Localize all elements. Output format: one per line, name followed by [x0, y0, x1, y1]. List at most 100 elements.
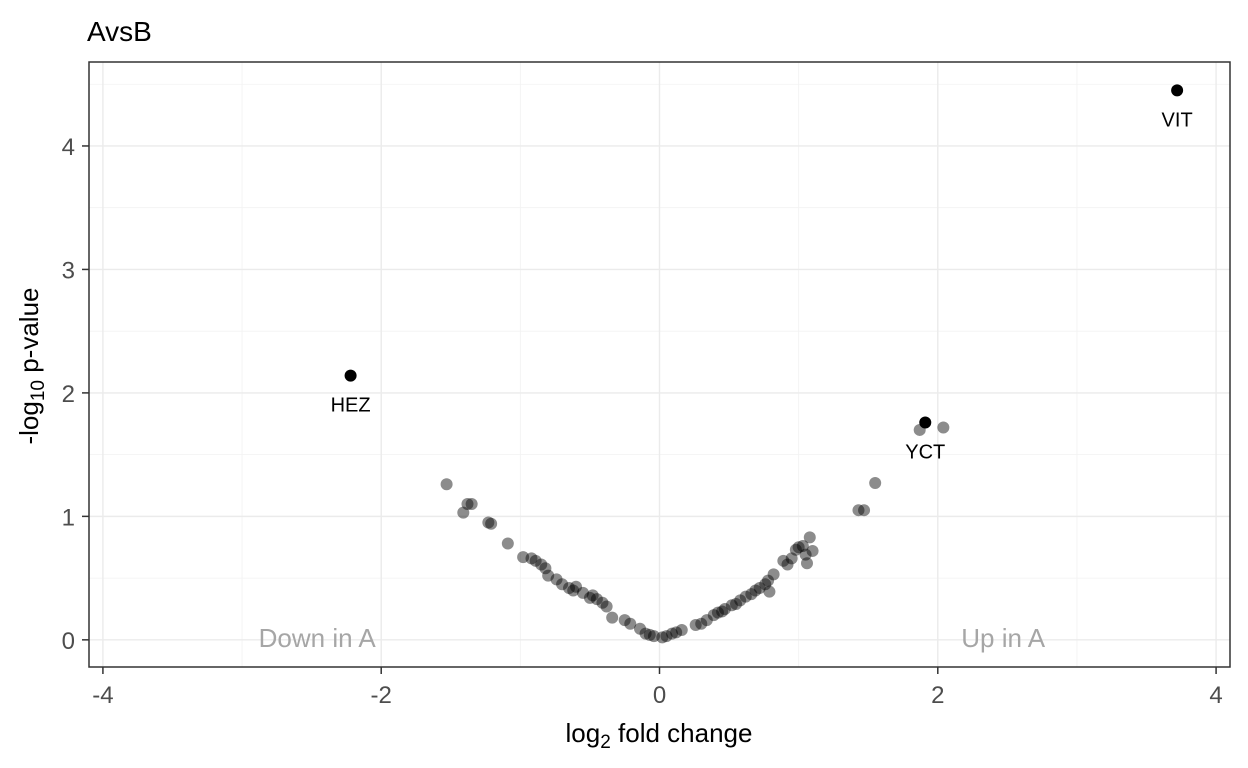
- data-point: [535, 558, 548, 571]
- data-point: [517, 551, 530, 564]
- major-grid: [89, 62, 1230, 667]
- annotation-label: Up in A: [961, 623, 1045, 653]
- data-point: [700, 614, 713, 627]
- data-point: [792, 541, 805, 554]
- highlighted-point: [919, 416, 932, 429]
- data-point: [639, 627, 652, 640]
- data-point: [576, 586, 589, 599]
- data-point: [739, 590, 752, 603]
- data-point: [539, 562, 552, 575]
- x-axis-title-subscript: 2: [600, 732, 611, 753]
- data-point: [799, 548, 812, 561]
- data-point: [725, 599, 738, 612]
- data-point: [734, 594, 747, 607]
- data-point: [529, 554, 542, 567]
- data-point: [730, 598, 743, 611]
- data-point: [556, 578, 569, 591]
- y-tick-label: 4: [62, 134, 75, 161]
- data-point: [767, 568, 780, 581]
- data-point: [852, 504, 865, 517]
- highlighted-point: [1171, 84, 1184, 97]
- data-point: [586, 589, 599, 602]
- data-point: [670, 626, 683, 639]
- data-point: [656, 631, 669, 644]
- data-point: [570, 580, 583, 593]
- y-axis-title-suffix: p-value: [14, 288, 44, 381]
- data-point: [718, 602, 731, 615]
- chart-title: AvsB: [87, 16, 152, 47]
- data-point: [745, 588, 758, 601]
- data-point: [461, 498, 474, 511]
- data-point: [763, 585, 776, 598]
- y-tick-label: 0: [62, 628, 75, 655]
- data-point: [716, 605, 729, 618]
- y-tick-label: 3: [62, 257, 75, 284]
- x-tick-label: 0: [653, 682, 666, 709]
- data-point: [485, 517, 498, 530]
- data-point: [749, 584, 762, 597]
- data-point: [465, 498, 478, 511]
- data-point: [624, 617, 637, 630]
- data-point: [689, 619, 702, 632]
- data-point: [606, 611, 619, 624]
- data-point: [583, 591, 596, 604]
- data-point: [762, 574, 775, 587]
- x-tick-label: 2: [931, 682, 944, 709]
- data-point: [525, 552, 538, 565]
- data-point: [666, 627, 679, 640]
- data-point: [600, 600, 613, 613]
- data-point: [781, 558, 794, 571]
- data-point: [482, 516, 495, 529]
- data-point: [440, 478, 453, 491]
- data-point: [590, 593, 603, 606]
- point-label: HEZ: [331, 395, 371, 417]
- data-point: [550, 573, 563, 586]
- point-label: YCT: [905, 442, 945, 464]
- annotation-label: Down in A: [259, 623, 377, 653]
- y-tick-label: 1: [62, 504, 75, 531]
- y-axis-title-prefix: -log: [14, 401, 44, 444]
- data-point: [796, 540, 809, 552]
- data-point: [707, 609, 720, 622]
- data-point: [695, 617, 708, 630]
- data-point: [858, 504, 871, 517]
- data-point: [634, 622, 647, 635]
- data-point: [789, 543, 802, 556]
- data-point: [618, 614, 631, 627]
- data-point: [753, 581, 766, 594]
- data-point: [785, 552, 798, 565]
- data-point: [937, 421, 950, 434]
- data-point: [869, 477, 882, 490]
- y-axis-title-subscript: 10: [28, 380, 49, 401]
- data-point: [660, 630, 673, 643]
- data-point: [806, 544, 819, 557]
- y-axis-title: -log10 p-value: [14, 288, 49, 445]
- data-point: [596, 596, 609, 609]
- data-point: [759, 578, 772, 591]
- x-axis-title: log2 fold change: [566, 718, 753, 753]
- x-tick-label: -4: [92, 682, 113, 709]
- x-axis: -4 -2 0 2 4: [92, 667, 1223, 709]
- highlighted-point: [344, 369, 357, 382]
- y-tick-label: 2: [62, 381, 75, 408]
- x-axis-title-suffix: fold change: [611, 718, 753, 748]
- x-tick-label: -2: [371, 682, 392, 709]
- data-point: [563, 581, 576, 594]
- y-axis: 0 1 2 3 4: [62, 134, 89, 655]
- data-point: [643, 628, 656, 641]
- x-axis-title-prefix: log: [566, 718, 601, 748]
- data-point: [675, 623, 688, 636]
- x-tick-label: 4: [1209, 682, 1222, 709]
- data-point: [501, 537, 514, 550]
- data-point: [711, 606, 724, 619]
- point-label: VIT: [1162, 109, 1193, 131]
- data-point: [777, 554, 790, 567]
- highlighted-points: VIT HEZ YCT: [331, 84, 1193, 464]
- data-point: [647, 630, 660, 643]
- data-point: [542, 569, 555, 582]
- annotations: Down in A Up in A: [259, 623, 1046, 653]
- data-points: [440, 421, 950, 644]
- data-point: [457, 506, 470, 519]
- data-point: [567, 584, 580, 597]
